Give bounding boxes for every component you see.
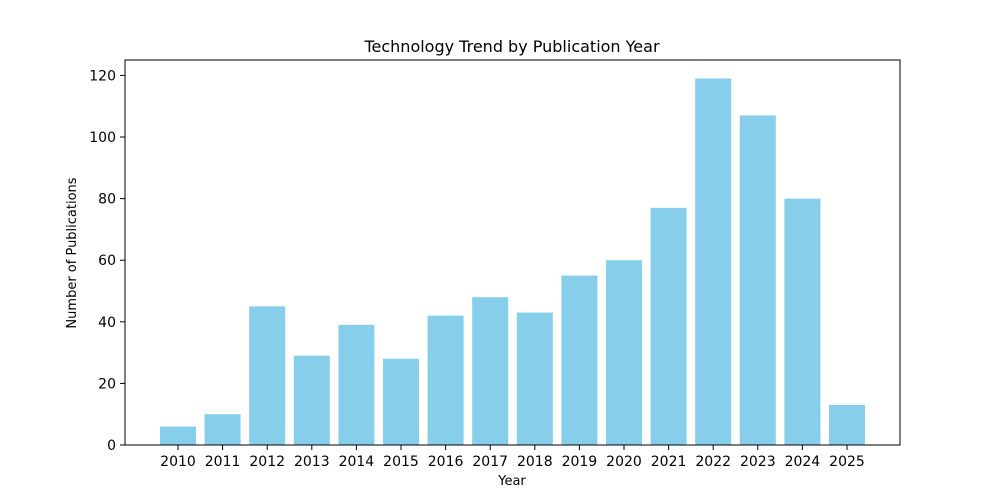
y-tick-label: 120 xyxy=(89,68,116,84)
x-tick-label: 2014 xyxy=(339,454,375,470)
x-tick-label: 2010 xyxy=(160,454,196,470)
x-tick-label: 2012 xyxy=(249,454,285,470)
bar-2016 xyxy=(427,315,464,445)
bars-group xyxy=(160,78,865,445)
y-axis-label: Number of Publications xyxy=(65,177,80,328)
bar-2012 xyxy=(249,306,286,445)
bar-2025 xyxy=(829,404,865,445)
bar-2015 xyxy=(383,358,419,445)
x-tick-label: 2016 xyxy=(428,454,464,470)
x-tick-label: 2024 xyxy=(785,454,821,470)
chart-title: Technology Trend by Publication Year xyxy=(363,37,659,56)
bar-2010 xyxy=(160,426,196,445)
y-tick-label: 20 xyxy=(98,376,116,392)
bar-2023 xyxy=(739,115,776,445)
bar-2022 xyxy=(695,78,732,445)
x-tick-label: 2015 xyxy=(383,454,419,470)
x-tick-label: 2018 xyxy=(517,454,553,470)
x-tick-label: 2025 xyxy=(829,454,865,470)
x-tick-label: 2019 xyxy=(562,454,598,470)
y-tick-label: 60 xyxy=(98,253,116,269)
y-tick-label: 0 xyxy=(107,438,116,454)
bar-2020 xyxy=(606,260,642,445)
bar-2021 xyxy=(650,207,687,445)
bar-2024 xyxy=(784,198,821,445)
bar-2011 xyxy=(204,414,241,445)
x-tick-label: 2017 xyxy=(472,454,508,470)
bar-2018 xyxy=(516,312,553,445)
x-axis: 2010 2011 2012 2013 2014 2015 2016 2017 2018 2019… xyxy=(160,445,865,470)
bar-2017 xyxy=(472,297,509,445)
y-tick-label: 80 xyxy=(98,192,116,208)
y-axis: 0 20 40 60 80 100 120 xyxy=(89,68,125,454)
x-tick-label: 2022 xyxy=(695,454,731,470)
x-axis-label: Year xyxy=(497,474,526,489)
y-tick-label: 100 xyxy=(89,130,116,146)
x-tick-label: 2011 xyxy=(205,454,241,470)
x-tick-label: 2013 xyxy=(294,454,330,470)
x-tick-label: 2023 xyxy=(740,454,776,470)
bar-2013 xyxy=(293,355,330,445)
y-tick-label: 40 xyxy=(98,315,116,331)
bar-2014 xyxy=(338,324,375,445)
x-tick-label: 2020 xyxy=(606,454,642,470)
plot-frame xyxy=(124,59,901,446)
bar-2019 xyxy=(561,275,598,445)
x-tick-label: 2021 xyxy=(651,454,687,470)
